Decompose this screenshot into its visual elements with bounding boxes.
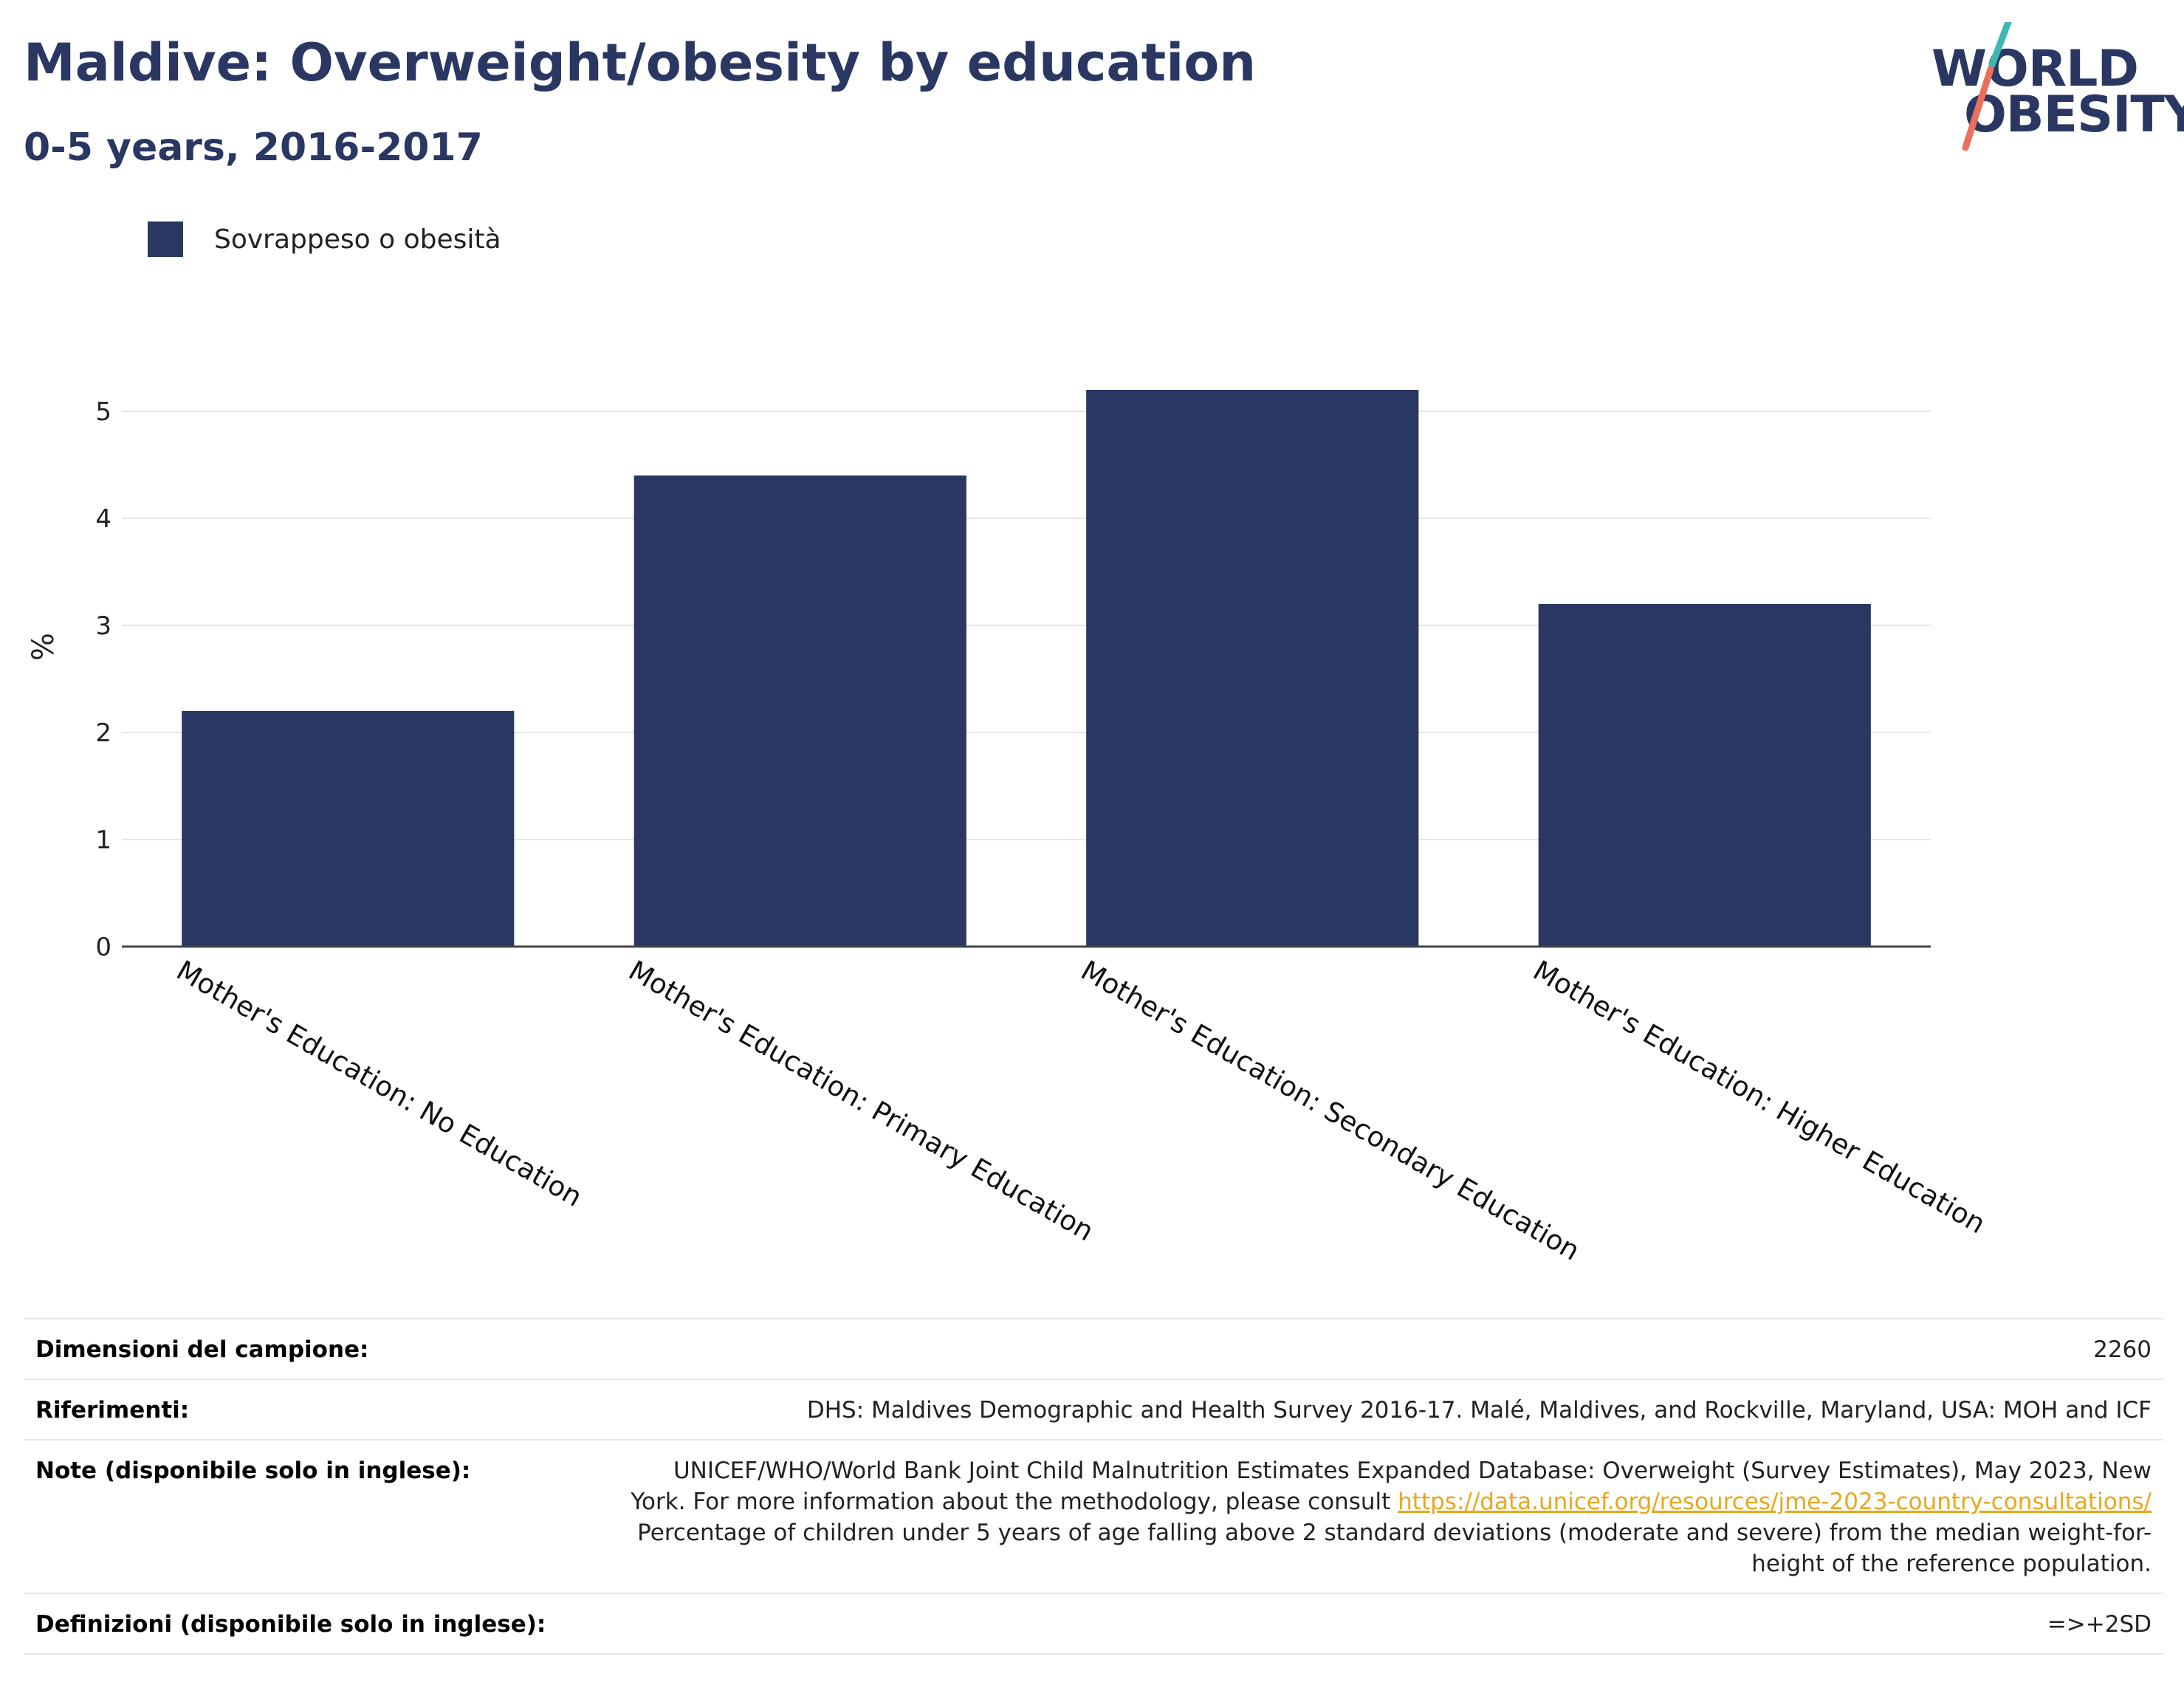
y-tick-label: 0 bbox=[95, 933, 111, 962]
x-tick-label: Mother's Education: Primary Education bbox=[623, 955, 1099, 1248]
chart-title: Maldive: Overweight/obesity by education bbox=[24, 32, 1257, 93]
chart-legend: Sovrappeso o obesità bbox=[148, 222, 501, 257]
y-tick-label: 5 bbox=[95, 397, 111, 427]
x-tick-label: Mother's Education: Higher Education bbox=[1528, 955, 1991, 1240]
footer-row-definitions: Definizioni (disponibile solo in inglese… bbox=[24, 1593, 2163, 1655]
bar bbox=[1538, 604, 1871, 947]
notes-value: UNICEF/WHO/World Bank Joint Child Malnut… bbox=[616, 1455, 2152, 1579]
y-tick-label: 2 bbox=[95, 718, 111, 748]
logo-line-1: WORLD bbox=[1931, 40, 2139, 98]
definitions-value: =>+2SD bbox=[2047, 1611, 2152, 1638]
notes-text-before: UNICEF/WHO/World Bank Joint Child Malnut… bbox=[631, 1458, 2152, 1515]
y-tick-label: 3 bbox=[95, 611, 111, 641]
y-axis-title: % bbox=[27, 633, 61, 661]
bar bbox=[182, 711, 515, 947]
references-label: Riferimenti: bbox=[35, 1397, 190, 1424]
notes-text-after: Percentage of children under 5 years of … bbox=[637, 1520, 2152, 1577]
bar bbox=[1086, 390, 1419, 947]
legend-label: Sovrappeso o obesità bbox=[214, 224, 501, 255]
sample-size-value: 2260 bbox=[2093, 1336, 2152, 1363]
logo-line-2: OBESITY bbox=[1964, 86, 2184, 144]
notes-label: Note (disponibile solo in inglese): bbox=[35, 1458, 471, 1484]
world-obesity-logo: WORLD OBESITY bbox=[1927, 22, 2184, 155]
sample-size-label: Dimensioni del campione: bbox=[35, 1336, 369, 1363]
bar bbox=[633, 476, 966, 947]
footer-row-references: Riferimenti: DHS: Maldives Demographic a… bbox=[24, 1379, 2163, 1439]
footer-row-sample-size: Dimensioni del campione: 2260 bbox=[24, 1318, 2163, 1379]
chart-subtitle: 0-5 years, 2016-2017 bbox=[24, 126, 483, 170]
x-tick-label: Mother's Education: Secondary Education bbox=[1076, 955, 1585, 1267]
metadata-table: Dimensioni del campione: 2260 Riferiment… bbox=[24, 1318, 2163, 1655]
y-tick-label: 4 bbox=[95, 504, 111, 534]
methodology-link[interactable]: https://data.unicef.org/resources/jme-20… bbox=[1398, 1489, 2152, 1515]
logo-slash-icon bbox=[1962, 22, 2012, 151]
x-tick-label: Mother's Education: No Education bbox=[171, 955, 588, 1213]
footer-row-notes: Note (disponibile solo in inglese): UNIC… bbox=[24, 1439, 2163, 1593]
references-value: DHS: Maldives Demographic and Health Sur… bbox=[806, 1397, 2152, 1424]
legend-swatch bbox=[148, 222, 183, 257]
definitions-label: Definizioni (disponibile solo in inglese… bbox=[35, 1611, 546, 1638]
y-tick-label: 1 bbox=[95, 825, 111, 855]
